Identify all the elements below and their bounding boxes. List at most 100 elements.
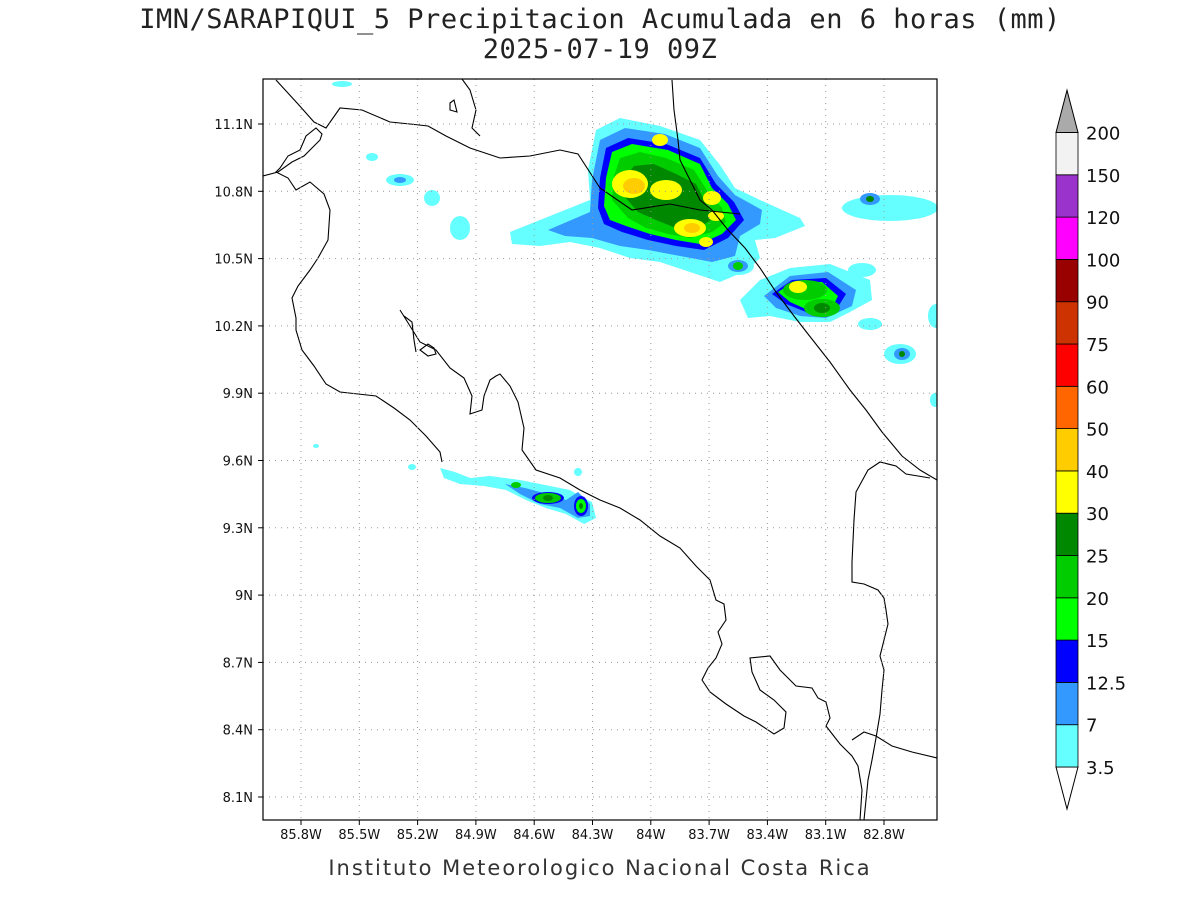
caribbean-coast-cr (711, 209, 937, 481)
colorbar-swatch (1055, 555, 1079, 599)
nicaragua-caribbean-coast (671, 79, 713, 211)
colorbar-swatch (1055, 258, 1079, 303)
precip-max-gold-3 (684, 223, 700, 233)
colorbar-swatch (1055, 470, 1079, 514)
colorbar-label: 50 (1086, 420, 1109, 441)
colorbar-swatch (1055, 216, 1079, 260)
precip-max-yellow-7 (708, 211, 724, 221)
colorbar: 3.5 7 12.5 15 20 25 30 40 50 60 75 90 100 120 150 200 (1055, 88, 1126, 811)
nicoya-gulf (399, 309, 863, 820)
x-tick-label: 83.4W (746, 828, 788, 843)
precip-field (313, 81, 937, 524)
map-grid (263, 79, 937, 820)
colorbar-label: 90 (1086, 293, 1109, 314)
colorbar-swatch (1055, 174, 1079, 218)
colorbar-swatch (1055, 682, 1079, 726)
precip-w-cyan-5 (332, 81, 352, 87)
x-tick-label: 85.2W (397, 828, 439, 843)
precip-e-cyan-4 (930, 393, 937, 407)
precip-pac-cyan-2 (408, 464, 416, 470)
colorbar-swatch (1055, 132, 1079, 176)
colorbar-swatch (1055, 639, 1079, 683)
colorbar-label: 25 (1086, 547, 1109, 568)
precip-ne-darkblue (866, 196, 874, 202)
colorbar-label: 60 (1086, 377, 1109, 398)
panama-pacific-coast (851, 731, 937, 759)
pacific-coast-north (263, 127, 443, 463)
x-tick-label: 83.7W (688, 828, 730, 843)
map-subtitle: 2025-07-19 09Z (482, 34, 718, 65)
y-tick-label: 9.3N (223, 522, 253, 537)
colorbar-min-arrow (1055, 766, 1079, 811)
y-tick-label: 9.6N (223, 455, 253, 470)
precip-pac-cyan-3 (574, 468, 582, 476)
colorbar-label: 150 (1086, 166, 1120, 187)
y-tick-label: 8.1N (223, 791, 253, 806)
nicaragua-cr-border-north (461, 79, 481, 137)
y-tick-label: 11.1N (214, 118, 253, 133)
y-tick-label: 8.4N (223, 724, 253, 739)
x-tick-label: 84W (636, 828, 666, 843)
colorbar-label: 75 (1086, 335, 1109, 356)
x-tick-label: 85.8W (280, 828, 322, 843)
precip-east-yellow (789, 281, 807, 293)
x-tick-label: 84.6W (513, 828, 555, 843)
nicaragua-lake-shore (275, 79, 741, 215)
precip-max-yellow-2 (650, 180, 682, 200)
precip-pac-darkgreen-1 (543, 495, 553, 501)
colorbar-label: 120 (1086, 208, 1120, 229)
y-tick-label: 9.9N (223, 387, 253, 402)
x-tick-label: 83.1W (805, 828, 847, 843)
longitude-labels: 85.8W 85.5W 85.2W 84.9W 84.6W 84.3W 84W 83.7W 83… (280, 820, 905, 843)
map-title: IMN/SARAPIQUI_5 Precipitacion Acumulada … (139, 4, 1061, 35)
precip-ne-cyan (842, 195, 937, 221)
precip-e-cyan-2 (848, 263, 876, 277)
island-lake (449, 99, 458, 113)
colorbar-swatch (1055, 343, 1079, 387)
nicoya-island (419, 343, 437, 357)
colorbar-max-arrow (1055, 88, 1079, 133)
colorbar-label: 40 (1086, 462, 1109, 483)
colorbar-swatch (1055, 385, 1079, 429)
precip-w-cyan-3 (450, 216, 470, 240)
colorbar-label: 7 (1086, 716, 1097, 737)
precip-se-core (899, 351, 905, 357)
colorbar-swatch (1055, 512, 1079, 556)
precip-max-yellow-4 (703, 191, 721, 205)
colorbar-label: 200 (1086, 124, 1120, 145)
coastlines (263, 79, 937, 820)
colorbar-swatch (1055, 724, 1079, 768)
precip-max-gold-1 (623, 178, 645, 194)
precip-pac-cyan (440, 468, 596, 524)
colorbar-label: 30 (1086, 504, 1109, 525)
precip-w-cyan-4 (366, 153, 378, 161)
precip-east2-darkgreen (814, 303, 830, 313)
precip-pac-darkgreen-2 (579, 503, 583, 509)
colorbar-label: 100 (1086, 250, 1120, 271)
y-tick-label: 10.5N (214, 253, 253, 268)
colorbar-label: 20 (1086, 589, 1109, 610)
x-tick-label: 85.5W (338, 828, 380, 843)
y-tick-label: 8.7N (223, 656, 253, 671)
precip-w-blue-1 (394, 177, 406, 183)
precip-w-cyan-2 (424, 190, 440, 206)
x-tick-label: 82.8W (863, 828, 905, 843)
y-tick-label: 9N (235, 589, 253, 604)
precip-pac-cyan-4 (313, 444, 319, 448)
precip-max-yellow-6 (699, 237, 713, 247)
y-tick-label: 10.2N (214, 320, 253, 335)
colorbar-swatch (1055, 301, 1079, 345)
colorbar-label: 3.5 (1086, 758, 1115, 779)
pacific-coast-peninsula (403, 315, 417, 353)
x-tick-label: 84.9W (455, 828, 497, 843)
y-tick-label: 10.8N (214, 185, 253, 200)
precip-pac-green-3 (511, 482, 521, 488)
precip-e-cyan-3 (928, 304, 937, 328)
colorbar-swatch (1055, 428, 1079, 472)
footer-credit: Instituto Meteorologico Nacional Costa R… (328, 856, 872, 880)
colorbar-label: 12.5 (1086, 673, 1126, 694)
colorbar-label: 15 (1086, 631, 1109, 652)
map-frame (262, 78, 938, 821)
latitude-labels: 11.1N 10.8N 10.5N 10.2N 9.9N 9.6N 9.3N 9N 8.7N 8.… (214, 118, 263, 806)
